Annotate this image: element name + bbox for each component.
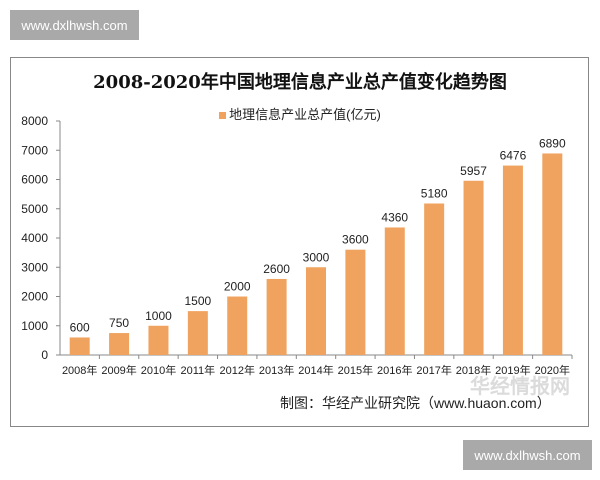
bar (463, 180, 484, 355)
x-tick-label: 2010年 (141, 363, 176, 377)
bar (266, 278, 287, 355)
y-tick-label: 3000 (21, 260, 48, 274)
bar (345, 249, 366, 355)
x-tick-label: 2011年 (181, 363, 216, 377)
y-tick-label: 6000 (21, 173, 48, 187)
chart-title: 2008-2020年中国地理信息产业总产值变化趋势图 (93, 72, 507, 93)
bar (187, 311, 208, 355)
x-tick-label: 2008年 (62, 363, 97, 377)
bar (109, 333, 130, 355)
data-label: 1000 (145, 309, 172, 323)
data-label: 3600 (342, 233, 369, 247)
x-tick-label: 2009年 (101, 363, 136, 377)
y-tick-label: 0 (41, 348, 48, 362)
bar (227, 296, 248, 355)
y-tick-label: 8000 (21, 114, 48, 128)
x-tick-label: 2016年 (377, 363, 412, 377)
source-note: 制图：华经产业研究院（www.huaon.com） (280, 395, 551, 411)
data-label: 2600 (263, 262, 290, 276)
data-label: 600 (70, 320, 90, 334)
data-label: 1500 (184, 294, 211, 308)
legend-swatch (219, 112, 227, 120)
bar (502, 165, 523, 355)
legend: 地理信息产业总产值(亿元) (0, 104, 600, 123)
x-tick-label: 2012年 (219, 363, 254, 377)
y-tick-label: 5000 (21, 202, 48, 216)
data-label: 5957 (460, 164, 487, 178)
bar (69, 337, 90, 355)
y-tick-label: 4000 (21, 231, 48, 245)
chart-frame (10, 57, 589, 427)
bar (148, 325, 169, 355)
x-tick-label: 2014年 (298, 363, 333, 377)
bar (384, 227, 405, 355)
huaon-watermark: 华经情报网 (470, 376, 570, 398)
data-label: 5180 (421, 186, 448, 200)
y-tick-label: 7000 (21, 143, 48, 157)
watermark-bottom: www.dxlhwsh.com (463, 440, 592, 470)
data-label: 750 (109, 316, 129, 330)
watermark-top: www.dxlhwsh.com (10, 10, 139, 40)
data-label: 4360 (381, 210, 408, 224)
data-label: 6890 (539, 136, 566, 150)
x-tick-label: 2013年 (259, 363, 294, 377)
bar (542, 153, 563, 355)
data-label: 2000 (224, 280, 251, 294)
x-tick-label: 2015年 (338, 363, 373, 377)
x-tick-label: 2017年 (416, 363, 451, 377)
bar (306, 267, 326, 355)
data-label: 6476 (500, 149, 527, 163)
bar (424, 203, 445, 355)
x-tick-label: 2020年 (535, 363, 570, 377)
x-tick-label: 2018年 (456, 363, 491, 377)
data-label: 3000 (303, 250, 330, 264)
y-tick-label: 1000 (21, 319, 48, 333)
x-tick-label: 2019年 (495, 363, 530, 377)
y-tick-label: 2000 (21, 290, 48, 304)
legend-label: 地理信息产业总产值(亿元) (229, 107, 381, 122)
